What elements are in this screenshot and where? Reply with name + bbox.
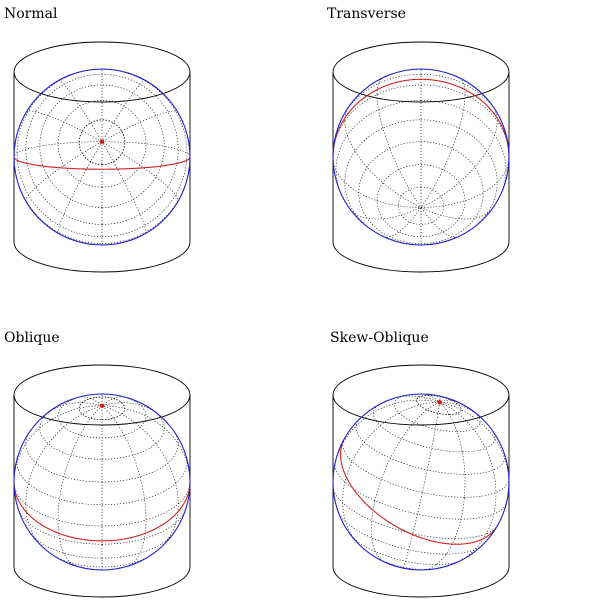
pole-marker xyxy=(99,139,105,144)
meridian-line xyxy=(344,105,494,220)
parallel-line xyxy=(16,454,188,506)
parallel-line xyxy=(373,403,496,453)
parallel-line xyxy=(13,481,191,527)
title-skew-oblique: Skew-Oblique xyxy=(330,330,429,346)
meridian-line xyxy=(402,395,441,569)
parallel-line xyxy=(25,430,179,483)
cylinder-top xyxy=(332,41,510,103)
cylinder-bottom xyxy=(332,241,510,273)
title-oblique: Oblique xyxy=(4,330,60,346)
sphere-outline xyxy=(332,393,510,571)
parallel-line xyxy=(342,439,510,498)
meridian-line xyxy=(376,77,459,238)
meridian-line xyxy=(58,80,147,234)
cylinder-top xyxy=(13,41,191,103)
panel-normal xyxy=(13,41,191,273)
parallel-line xyxy=(349,533,463,565)
meridian-line xyxy=(342,401,483,547)
pole-marker xyxy=(437,400,442,405)
parallel-line xyxy=(355,418,506,475)
parallel-line xyxy=(335,100,507,199)
cylinder-bottom xyxy=(13,241,191,273)
parallel-line xyxy=(334,462,508,520)
parallel-line xyxy=(376,164,466,238)
parallel-line xyxy=(17,507,187,545)
sphere-outline xyxy=(332,68,510,246)
parallel-line xyxy=(358,141,484,244)
cylinder-bottom xyxy=(332,566,510,598)
parallel-line xyxy=(344,119,498,236)
parallel-line xyxy=(337,510,483,555)
panel-skew-oblique xyxy=(332,364,510,598)
polar-circle xyxy=(78,119,126,166)
cylinder-bottom xyxy=(13,566,191,598)
meridian-line xyxy=(386,395,497,565)
meridian-line xyxy=(57,396,127,567)
meridian-line xyxy=(383,77,466,238)
meridian-line xyxy=(25,110,179,202)
parallel-line xyxy=(341,74,501,118)
meridian-line xyxy=(332,156,510,208)
meridian-line xyxy=(13,141,191,158)
parallel-line xyxy=(57,100,147,188)
pole-marker xyxy=(99,403,105,408)
parallel-line xyxy=(39,409,165,460)
title-transverse: Transverse xyxy=(327,6,406,22)
panel-oblique xyxy=(13,364,191,598)
parallel-line xyxy=(50,553,154,568)
parallel-line xyxy=(332,486,499,539)
polar-circle xyxy=(78,396,126,421)
sphere-outline xyxy=(13,393,191,571)
parallel-line xyxy=(393,394,481,432)
contact-line xyxy=(13,480,191,542)
meridian-line xyxy=(333,399,510,496)
panel-transverse xyxy=(332,41,510,273)
contact-line xyxy=(340,436,499,545)
parallel-line xyxy=(25,74,179,225)
cylinder-top xyxy=(332,364,510,426)
title-normal: Normal xyxy=(4,6,58,22)
parallel-line xyxy=(369,553,435,570)
polar-circle xyxy=(416,394,462,415)
meridian-line xyxy=(371,399,457,563)
sphere-outline xyxy=(13,68,191,246)
